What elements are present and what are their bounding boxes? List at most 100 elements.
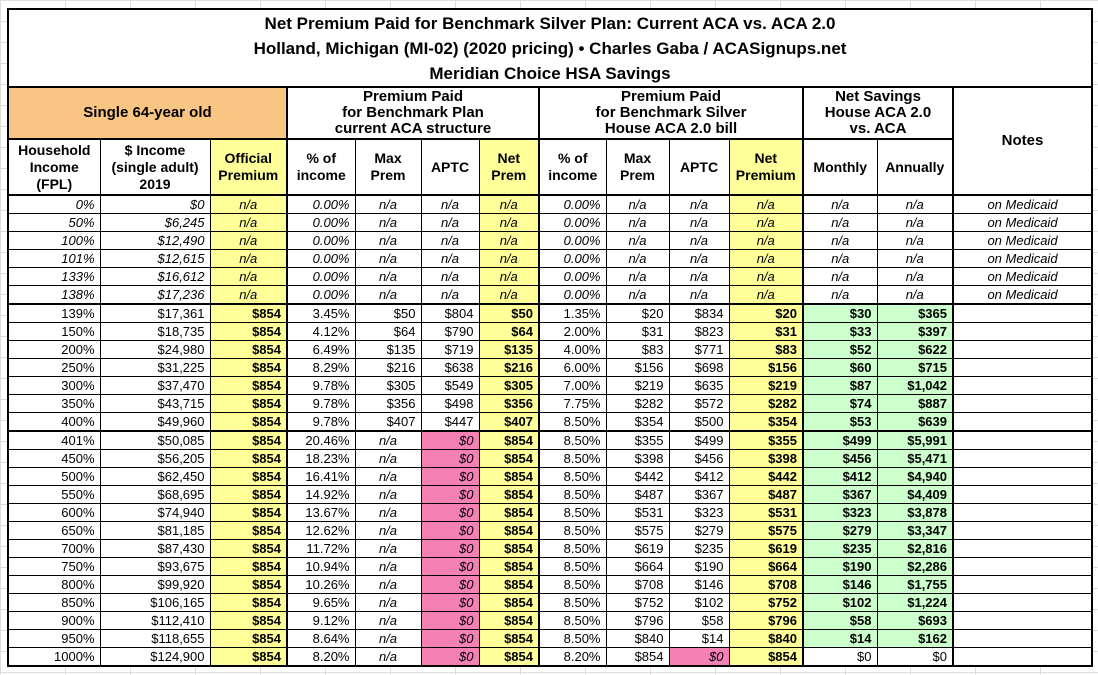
cell-pct1: 9.12% — [286, 611, 356, 630]
cell-net1: $854 — [478, 503, 540, 522]
cell-aptc2: $367 — [668, 485, 730, 504]
cell-pct2: 8.20% — [538, 647, 607, 667]
title-line-3: Meridian Choice HSA Savings — [429, 63, 671, 83]
cell-pct2: 8.50% — [538, 485, 607, 504]
cell-income: $56,205 — [99, 449, 211, 468]
col-header-aptc-aca2: APTC — [668, 138, 730, 196]
cell-annually: $887 — [876, 394, 954, 413]
cell-fpl: 400% — [7, 412, 101, 432]
cell-net1: $135 — [478, 340, 540, 359]
cell-official: $854 — [209, 412, 288, 432]
cell-fpl: 700% — [7, 539, 101, 558]
cell-monthly: $33 — [802, 322, 878, 341]
cell-aptc2: $102 — [668, 593, 730, 612]
cell-annually: $622 — [876, 340, 954, 359]
cell-max2: $442 — [605, 467, 670, 486]
cell-aptc1: $0 — [420, 575, 480, 594]
cell-max2: $854 — [605, 647, 670, 667]
cell-annually: n/a — [876, 194, 954, 214]
cell-note — [952, 322, 1093, 341]
cell-official: $854 — [209, 611, 288, 630]
cell-net1: $216 — [478, 358, 540, 377]
cell-pct1: 3.45% — [286, 303, 356, 323]
cell-income: $6,245 — [99, 213, 211, 232]
title-line-2: Holland, Michigan (MI-02) (2020 pricing)… — [253, 38, 847, 58]
cell-note — [952, 521, 1093, 540]
cell-max1: n/a — [354, 557, 422, 576]
cell-annually: $1,224 — [876, 593, 954, 612]
cell-net2: $619 — [728, 539, 804, 558]
cell-note — [952, 485, 1093, 504]
group-header-current-aca: Premium Paid for Benchmark Plan current … — [286, 86, 540, 140]
cell-pct2: 8.50% — [538, 521, 607, 540]
cell-max2: n/a — [605, 249, 670, 268]
cell-income: $49,960 — [99, 412, 211, 432]
cell-income: $12,490 — [99, 231, 211, 250]
cell-aptc1: $790 — [420, 322, 480, 341]
cell-annually: $1,755 — [876, 575, 954, 594]
cell-income: $106,165 — [99, 593, 211, 612]
cell-net1: $854 — [478, 521, 540, 540]
cell-pct1: 9.78% — [286, 412, 356, 432]
cell-fpl: 250% — [7, 358, 101, 377]
cell-net2: n/a — [728, 194, 804, 214]
cell-net1: $854 — [478, 611, 540, 630]
cell-net1: n/a — [478, 194, 540, 214]
cell-max2: $531 — [605, 503, 670, 522]
cell-net2: $796 — [728, 611, 804, 630]
cell-annually: n/a — [876, 231, 954, 250]
table-row: 950% $118,655 $854 8.64% n/a $0 $854 8.50% $840 $… — [7, 629, 1093, 648]
table-row: 750% $93,675 $854 10.94% n/a $0 $854 8.50% $664 $… — [7, 557, 1093, 576]
cell-annually: $5,471 — [876, 449, 954, 468]
cell-income: $93,675 — [99, 557, 211, 576]
cell-annually: n/a — [876, 249, 954, 268]
cell-monthly: $456 — [802, 449, 878, 468]
table-row: 800% $99,920 $854 10.26% n/a $0 $854 8.50% $708 $… — [7, 575, 1093, 594]
cell-pct1: 6.49% — [286, 340, 356, 359]
cell-official: $854 — [209, 539, 288, 558]
cell-net2: n/a — [728, 231, 804, 250]
cell-note — [952, 467, 1093, 486]
cell-aptc2: $834 — [668, 303, 730, 323]
cell-pct1: 0.00% — [286, 231, 356, 250]
cell-max1: $135 — [354, 340, 422, 359]
cell-pct1: 9.65% — [286, 593, 356, 612]
cell-aptc1: n/a — [420, 285, 480, 305]
cell-pct2: 8.50% — [538, 430, 607, 450]
cell-aptc2: $635 — [668, 376, 730, 395]
cell-net2: $354 — [728, 412, 804, 432]
cell-fpl: 650% — [7, 521, 101, 540]
cell-max2: $354 — [605, 412, 670, 432]
table-row: 200% $24,980 $854 6.49% $135 $719 $135 4.00% $83… — [7, 340, 1093, 359]
table-row: 350% $43,715 $854 9.78% $356 $498 $356 7.75% $28… — [7, 394, 1093, 413]
cell-net2: $282 — [728, 394, 804, 413]
cell-max2: $487 — [605, 485, 670, 504]
cell-pct1: 0.00% — [286, 285, 356, 305]
cell-fpl: 133% — [7, 267, 101, 286]
cell-monthly: $235 — [802, 539, 878, 558]
cell-official: $854 — [209, 303, 288, 323]
cell-official: $854 — [209, 557, 288, 576]
table-row: 900% $112,410 $854 9.12% n/a $0 $854 8.50% $796 $… — [7, 611, 1093, 630]
cell-aptc2: $572 — [668, 394, 730, 413]
cell-fpl: 300% — [7, 376, 101, 395]
col-header-net-premium-aca2: Net Premium — [728, 138, 804, 196]
cell-pct1: 8.20% — [286, 647, 356, 667]
table-row: 139% $17,361 $854 3.45% $50 $804 $50 1.35% $20 $8… — [7, 303, 1093, 323]
cell-pct2: 7.00% — [538, 376, 607, 395]
cell-fpl: 139% — [7, 303, 101, 323]
cell-income: $112,410 — [99, 611, 211, 630]
cell-net2: n/a — [728, 267, 804, 286]
cell-max2: $156 — [605, 358, 670, 377]
cell-monthly: $102 — [802, 593, 878, 612]
cell-income: $0 — [99, 194, 211, 214]
table-row: 250% $31,225 $854 8.29% $216 $638 $216 6.00% $15… — [7, 358, 1093, 377]
cell-note — [952, 557, 1093, 576]
cell-max2: $31 — [605, 322, 670, 341]
cell-official: $854 — [209, 340, 288, 359]
col-header-annual-savings: Annually — [876, 138, 954, 196]
cell-income: $118,655 — [99, 629, 211, 648]
cell-aptc2: $823 — [668, 322, 730, 341]
cell-net2: n/a — [728, 213, 804, 232]
cell-monthly: $279 — [802, 521, 878, 540]
